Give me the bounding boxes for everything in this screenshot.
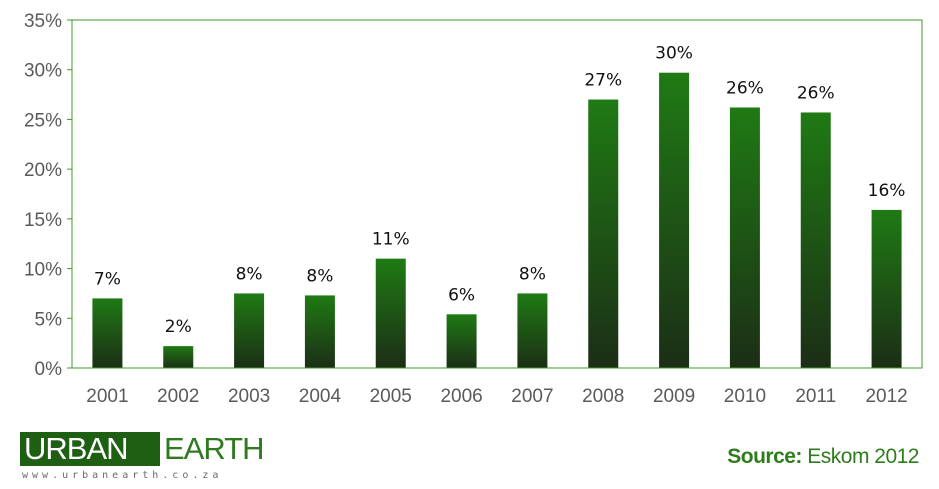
y-tick-label: 25% [24,110,62,131]
bar-2009 [659,72,690,368]
data-label: 11% [372,230,410,250]
data-label: 30% [655,44,693,64]
data-label: 6% [448,285,475,305]
bar-2008 [588,99,619,369]
logo-url-text: www.urbanearth.co.za [22,470,223,481]
x-tick-label: 2006 [440,386,482,407]
source-value: Eskom 2012 [801,445,919,468]
data-label: 7% [94,269,121,289]
data-label: 26% [726,78,764,98]
data-label: 8% [306,266,333,286]
logo-urban-text: URBAN [24,431,129,466]
bar-2005 [375,258,406,368]
bar-2001 [92,298,123,368]
x-tick-label: 2003 [228,386,270,407]
logo-earth-text: EARTH [164,431,265,466]
data-label: 27% [584,71,622,91]
x-tick-label: 2010 [724,386,766,407]
y-tick-label: 35% [24,11,62,32]
source-key: Source: [727,445,802,468]
bar-2010 [729,107,760,369]
data-label: 16% [868,181,906,201]
bar-2004 [304,295,335,368]
x-tick-label: 2004 [299,386,342,407]
y-tick-label: 0% [35,359,63,380]
logo-box [20,432,160,466]
source-note: Source: Eskom 2012 [727,445,919,469]
urban-earth-logo: URBAN EARTH www.urbanearth.co.za [20,428,272,486]
bar-2011 [800,112,831,369]
x-tick-label: 2009 [653,386,695,407]
data-label: 26% [797,83,835,103]
data-label: 8% [236,264,263,284]
x-tick-label: 2001 [86,386,128,407]
y-tick-label: 20% [24,160,62,181]
x-tick-label: 2011 [795,386,836,407]
bar-2012 [871,209,902,368]
y-tick-label: 10% [24,260,62,281]
data-label: 8% [519,264,546,284]
bar-2006 [446,314,477,368]
bar-2003 [234,293,265,368]
bar-chart: 0% 5% 10% 15% 20% 25% 30% 35% 2001 2002 2003 2004 2… [24,11,923,407]
x-tick-label: 2005 [370,386,412,407]
y-tick-label: 30% [24,61,62,82]
x-tick-label: 2008 [582,386,624,407]
x-tick-label: 2007 [511,386,553,407]
plot-frame [71,19,923,369]
bar-2002 [163,346,194,368]
x-tick-label: 2002 [157,386,199,407]
data-label: 2% [165,317,192,337]
y-tick-label: 5% [35,309,63,330]
y-tick-label: 15% [24,210,62,231]
bar-2007 [517,293,548,368]
x-tick-label: 2012 [865,386,907,407]
